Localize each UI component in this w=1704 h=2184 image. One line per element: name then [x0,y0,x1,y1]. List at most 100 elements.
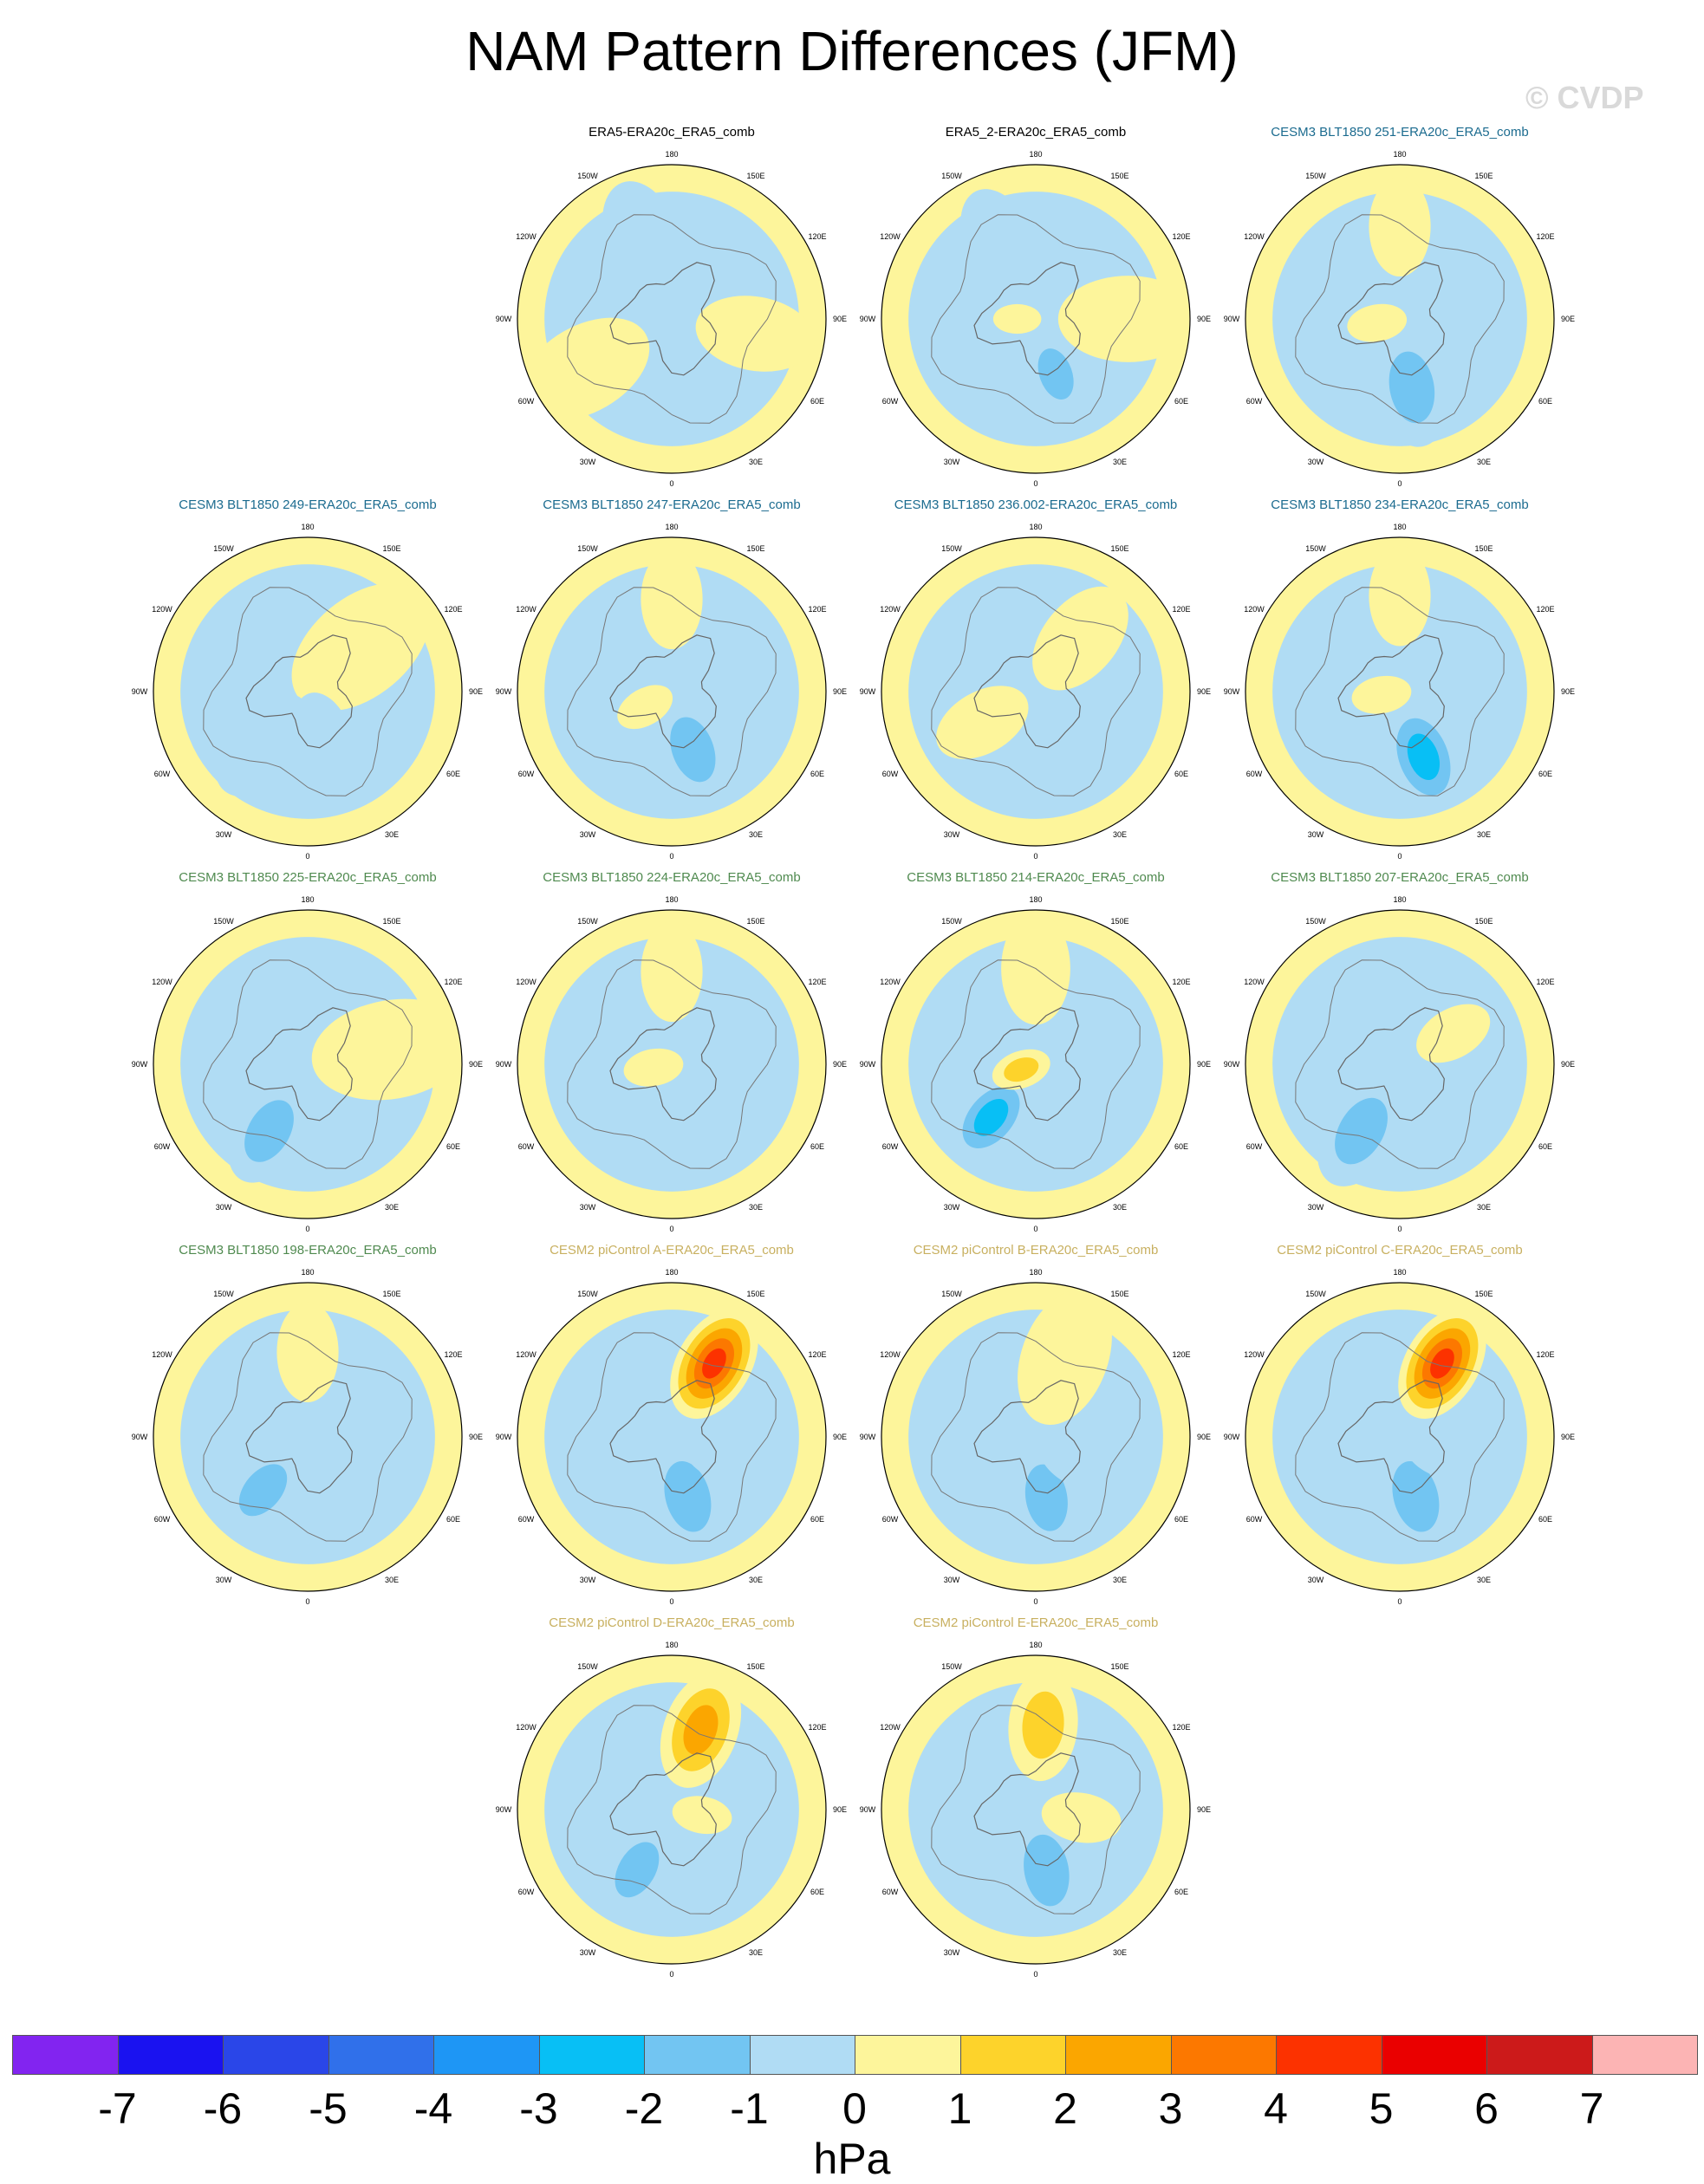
longitude-label: 90W [131,687,148,696]
coastline [203,959,413,1169]
longitude-label: 180 [665,150,679,159]
longitude-label: 150W [577,544,598,554]
longitude-label: 150W [941,1662,962,1672]
coastline [973,262,1081,376]
longitude-label: 0 [669,1225,674,1233]
colorbar-tick-label: 3 [1158,2084,1183,2133]
panel-title: CESM2 piControl C-ERA20c_ERA5_comb [1277,1243,1523,1258]
longitude-label: 120E [1172,232,1191,241]
colorbar [12,2035,1698,2075]
longitude-label: 90E [1560,315,1576,323]
anomaly-contour [296,1441,351,1519]
longitude-label: 150W [1305,172,1326,181]
longitude-label: 30E [1112,457,1128,466]
colorbar-box [117,2035,224,2075]
longitude-label: 60E [1174,1142,1189,1151]
longitude-label: 150E [1110,1662,1129,1672]
colorbar-box [749,2035,855,2075]
anomaly-contour [1392,1460,1440,1532]
longitude-label: 30W [1307,1575,1324,1584]
longitude-label: 30W [215,1202,232,1212]
longitude-label: 60E [1174,397,1189,406]
longitude-label: 30W [943,829,960,839]
longitude-label: 0 [1033,479,1038,488]
longitude-label: 30W [579,829,596,839]
map-border [517,909,827,1219]
coastline [973,1752,1081,1867]
longitude-label: 150W [1305,1290,1326,1299]
longitude-label: 120E [1536,232,1555,241]
longitude-label: 180 [301,1268,315,1277]
longitude-label: 30E [1476,457,1492,466]
longitude-label: 60W [1245,1142,1263,1151]
longitude-label: 120W [152,978,172,986]
colorbar-tick-label: 0 [842,2084,867,2133]
longitude-label: 60W [517,770,535,778]
colorbar-tick-label: -7 [98,2084,137,2133]
longitude-label: 90E [1196,1060,1212,1069]
longitude-label: 90W [859,1060,876,1069]
watermark: © CVDP [1525,80,1644,115]
longitude-label: 90W [859,315,876,323]
anomaly-contour [1004,1057,1039,1082]
colorbar-box [433,2035,540,2075]
colorbar-tick-label: 5 [1369,2084,1394,2133]
figure-title: NAM Pattern Differences (JFM) [465,20,1239,82]
longitude-label: 120E [1536,978,1555,986]
longitude-label: 120E [1172,1723,1191,1732]
longitude-label: 90E [832,1060,848,1069]
longitude-label: 90E [468,1060,484,1069]
longitude-label: 90W [1223,315,1240,323]
colorbar-box [1170,2035,1277,2075]
colorbar-tick-label: 4 [1264,2084,1288,2133]
panel-title: CESM3 BLT1850 225-ERA20c_ERA5_comb [179,870,437,885]
anomaly-contour [1057,276,1190,362]
coastline [567,587,777,796]
longitude-label: 150W [213,1290,234,1299]
coastline [567,214,777,424]
longitude-label: 60W [1245,397,1263,406]
longitude-label: 30E [1112,829,1128,839]
coastline [609,634,717,749]
colorbar-box [959,2035,1066,2075]
colorbar-box [1591,2035,1698,2075]
map-border [1245,909,1555,1219]
longitude-label: 90E [468,687,484,696]
longitude-label: 0 [669,852,674,861]
anomaly-contour [1430,1348,1454,1379]
longitude-label: 0 [669,1597,674,1606]
longitude-label: 60E [810,1515,825,1524]
panel-title: ERA5_2-ERA20c_ERA5_comb [945,125,1127,140]
longitude-label: 120E [808,1723,827,1732]
panel-title: CESM3 BLT1850 224-ERA20c_ERA5_comb [543,870,801,885]
longitude-label: 90E [832,687,848,696]
longitude-label: 90E [1196,1433,1212,1441]
longitude-label: 30W [579,1575,596,1584]
longitude-label: 180 [665,1641,679,1649]
coastline [931,1332,1141,1542]
coastline [931,587,1141,796]
longitude-label: 30E [384,1575,400,1584]
anomaly-contour [657,1075,733,1184]
panel-title: CESM3 BLT1850 251-ERA20c_ERA5_comb [1271,125,1529,140]
longitude-label: 150E [1474,1290,1493,1299]
longitude-label: 30E [384,829,400,839]
colorbar-box [1486,2035,1593,2075]
colorbar-box [1276,2035,1382,2075]
colorbar-tick-label: 7 [1579,2084,1604,2133]
longitude-label: 30E [748,1947,764,1957]
anomaly-contour [1022,1691,1064,1759]
longitude-label: 30E [1476,829,1492,839]
polar-map [1245,164,1555,474]
anomaly-contour [1389,351,1435,424]
panel-title: CESM2 piControl A-ERA20c_ERA5_comb [550,1243,794,1258]
anomaly-contour [1024,1834,1070,1907]
longitude-label: 60W [1245,1515,1263,1524]
coastline [245,1380,353,1494]
anomaly-contour [520,317,650,421]
anomaly-contour [936,686,1029,759]
anomaly-contour [1024,1464,1068,1531]
longitude-label: 180 [665,523,679,531]
longitude-label: 150W [577,1290,598,1299]
longitude-label: 60W [517,1888,535,1896]
